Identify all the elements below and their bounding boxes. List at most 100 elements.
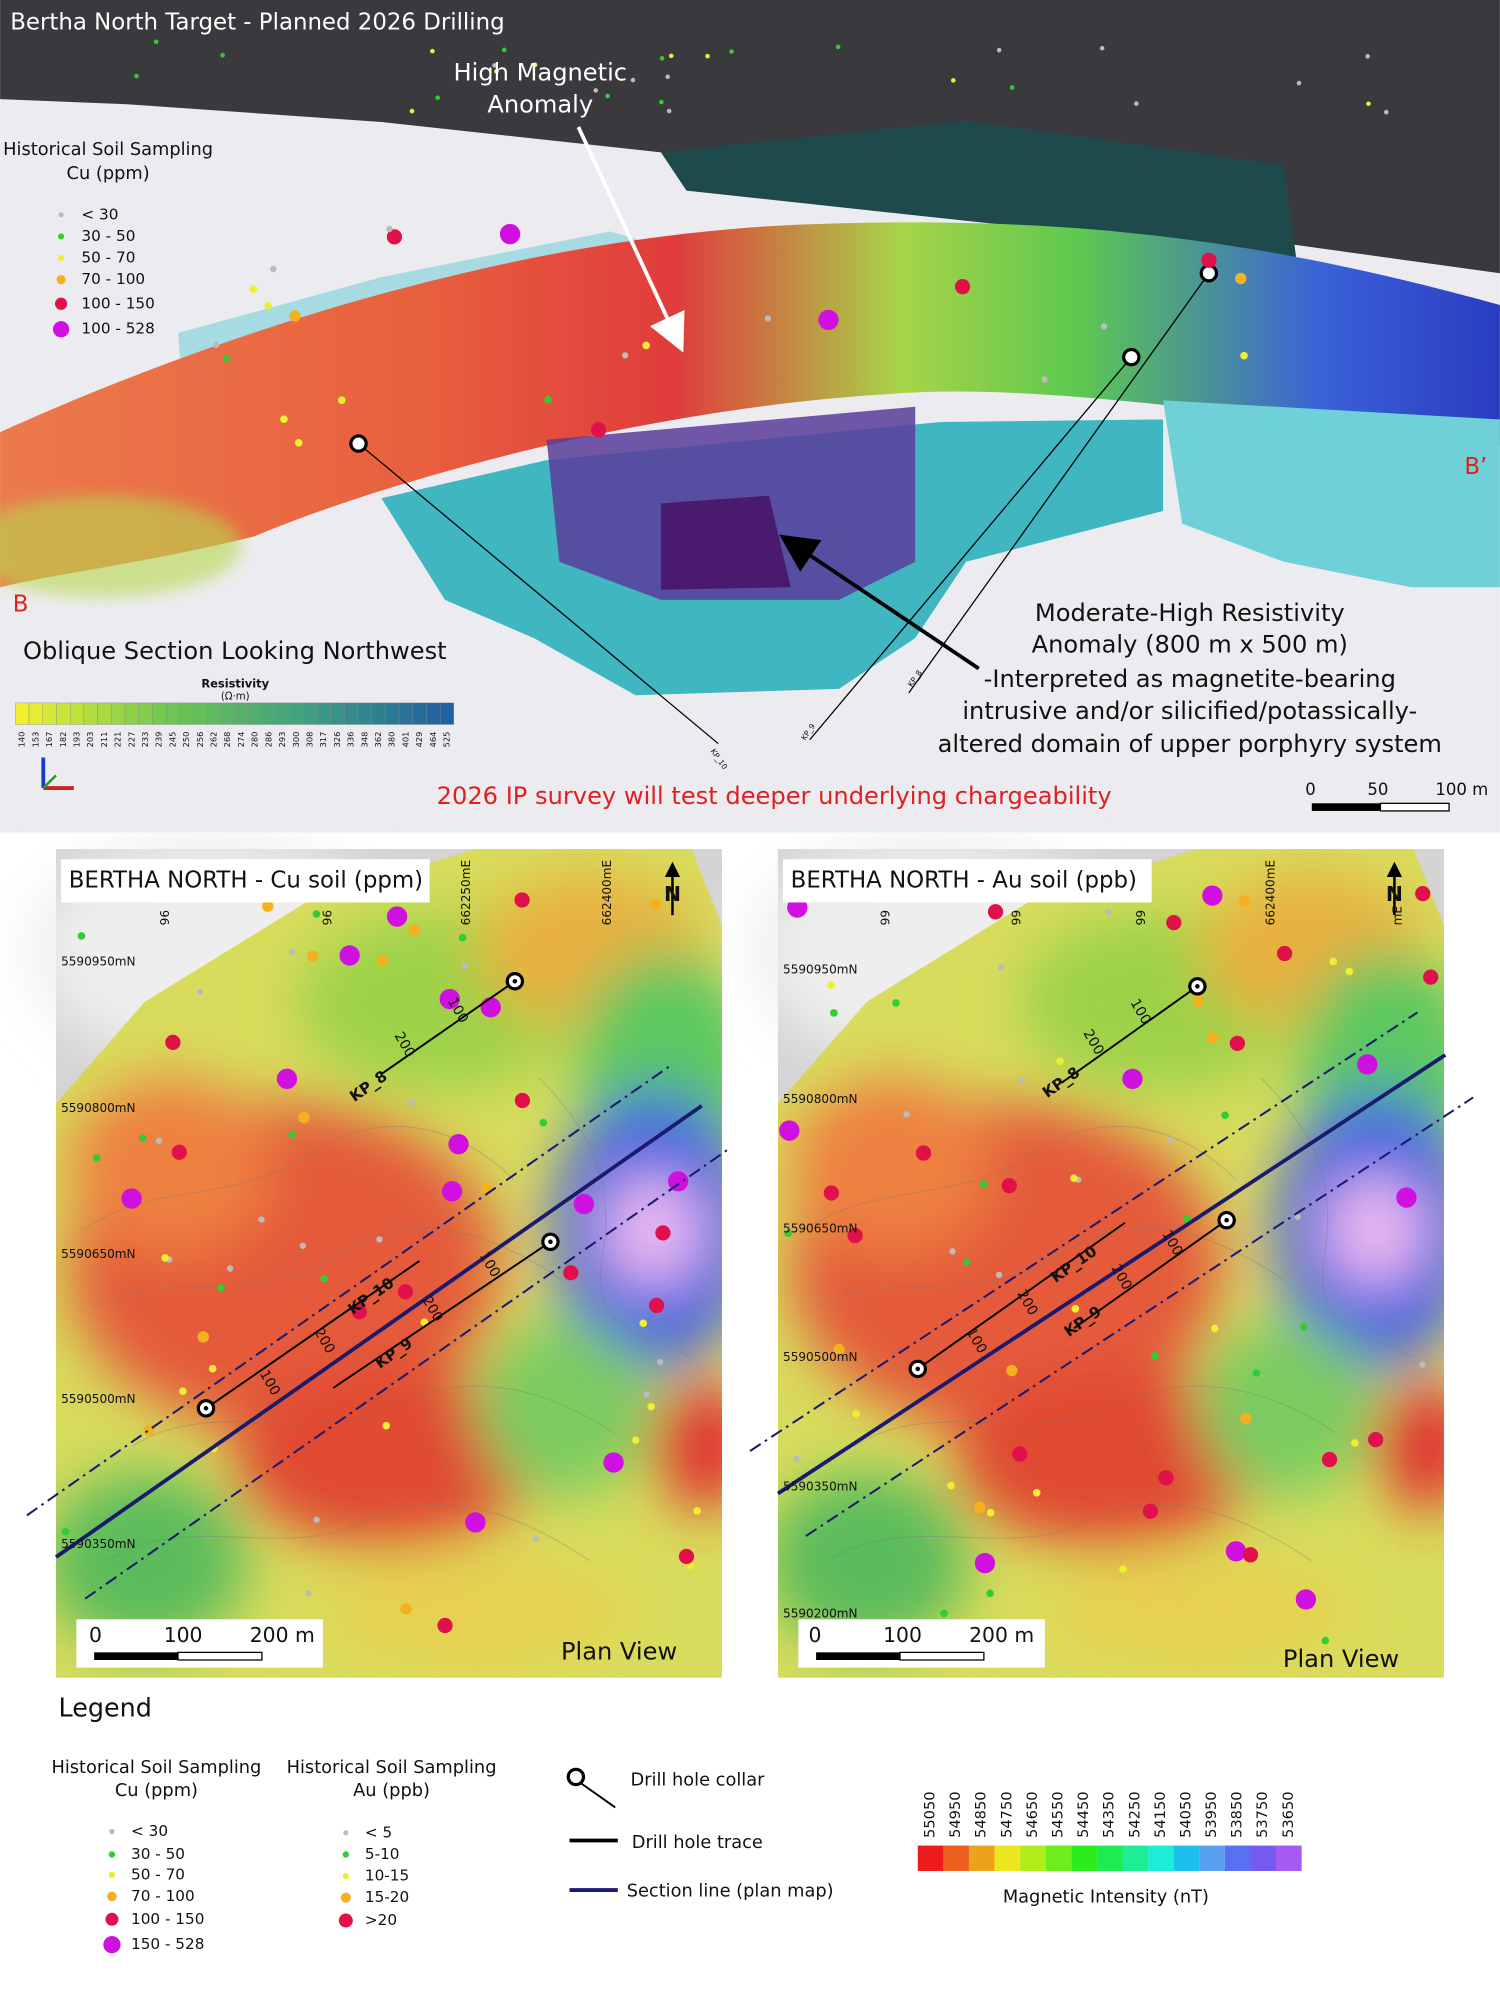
note: 2026 IP survey will test deeper underlyi…: [437, 782, 1112, 810]
sample-dot: [1134, 101, 1139, 106]
sample-dot: [501, 47, 507, 53]
scale-label: 0: [1305, 780, 1316, 799]
scale-bar: [816, 1652, 900, 1660]
sample-dot: [603, 1452, 624, 1473]
legend-symbol: [58, 254, 65, 262]
sample-dot: [437, 1617, 453, 1634]
sample-dot: [665, 74, 670, 80]
color-cell: [124, 702, 139, 725]
legend-collar: [566, 1767, 586, 1787]
sample-dot: [222, 354, 231, 363]
sample-dot: [1365, 54, 1370, 59]
scale-tick-label: 54150: [1152, 1791, 1169, 1837]
sample-dot: [1351, 1439, 1359, 1447]
title-box: [61, 859, 430, 903]
sample-dot: [320, 1274, 329, 1283]
sample-dot: [408, 924, 420, 936]
drill-collar-center: [203, 1406, 209, 1411]
sample-dot: [563, 1265, 579, 1281]
legend-symbol: [338, 1913, 353, 1928]
sample-dot: [382, 1421, 391, 1430]
northing-label: 5590950mN: [783, 962, 858, 976]
view-label: Plan View: [1283, 1645, 1399, 1673]
sample-dot: [1295, 1589, 1317, 1610]
north-label: N: [1386, 882, 1403, 906]
scale-tick-label: 54350: [1101, 1791, 1118, 1837]
sample-dot: [590, 422, 607, 438]
color-cell: [426, 702, 441, 725]
sample-dot: [161, 1254, 169, 1262]
sample-dot: [986, 1589, 994, 1598]
scale-tick-label: 53950: [1203, 1791, 1220, 1837]
sample-dot: [1032, 1488, 1041, 1497]
sample-dot: [171, 1144, 187, 1160]
drill-trace: [358, 443, 719, 745]
sample-dot: [212, 341, 220, 349]
sample-dot: [668, 53, 674, 59]
legend-symbol: [103, 1936, 121, 1954]
color-cell: [1148, 1845, 1174, 1871]
sample-dot: [305, 1590, 312, 1597]
legend-symbol: [108, 1851, 116, 1858]
sample-dot: [1415, 886, 1431, 902]
sample-dot: [915, 1145, 932, 1161]
sample-dot: [312, 910, 321, 918]
sample-dot: [409, 108, 415, 114]
scale-tick-label: 317: [318, 732, 328, 748]
color-cell: [385, 702, 400, 725]
sample-dot: [1300, 1322, 1308, 1331]
scale-label: 50: [1367, 780, 1388, 799]
sample-dot: [439, 988, 460, 1010]
sample-dot: [458, 933, 467, 942]
sample-dot: [1210, 1324, 1219, 1333]
scale-tick-label: 245: [167, 732, 177, 748]
sample-dot: [631, 1436, 640, 1445]
oblique-section: [0, 0, 1500, 833]
color-cell: [42, 702, 57, 725]
scale-unit: (Ω·m): [221, 692, 250, 703]
scale-tick-label: 54050: [1177, 1791, 1194, 1837]
color-cell: [968, 1845, 995, 1871]
sample-dot: [430, 48, 435, 54]
callout-text: Anomaly (800 m x 500 m): [1032, 631, 1348, 659]
scale-label: 100: [164, 1623, 203, 1647]
northing-label: 5590500mN: [783, 1350, 858, 1364]
sample-dot: [514, 1092, 531, 1109]
sample-dot: [1158, 1470, 1174, 1486]
legend-title: Au (ppb): [353, 1780, 430, 1801]
sample-dot: [678, 1548, 695, 1565]
legend-item: 150 - 528: [131, 1935, 204, 1953]
sample-dot: [1201, 252, 1217, 268]
callout-text: altered domain of upper porphyry system: [938, 730, 1442, 758]
section-limit: [84, 1146, 732, 1600]
sample-dot: [1041, 376, 1048, 383]
sample-dot: [306, 950, 319, 962]
color-cell: [1071, 1845, 1097, 1871]
sample-dot: [1166, 915, 1182, 931]
scale-bar: [177, 1651, 263, 1661]
sample-dot: [262, 900, 274, 912]
drill-trace: [917, 1221, 1126, 1370]
sample-dot: [1150, 1351, 1159, 1360]
northing-label: 5590650mN: [61, 1247, 136, 1261]
legend-item: < 5: [365, 1823, 392, 1841]
scale-tick-label: 182: [58, 732, 68, 748]
sample-dot: [950, 78, 956, 83]
sample-dot: [1192, 995, 1204, 1008]
scale-tick-label: 54950: [947, 1791, 964, 1837]
sample-dot: [1368, 1431, 1384, 1448]
color-cell: [261, 702, 276, 725]
scale-tick-label: 268: [222, 732, 232, 748]
sample-dot: [630, 77, 636, 83]
drill-trace: [1060, 985, 1198, 1084]
sample-dot: [532, 62, 538, 68]
sample-dot: [61, 1527, 70, 1536]
scale-tick-label: 54450: [1075, 1791, 1092, 1837]
color-cell: [83, 702, 98, 725]
legend-symbol: [343, 1830, 349, 1836]
legend-item: < 30: [81, 205, 118, 223]
sample-dot: [494, 69, 499, 74]
color-cell: [234, 702, 249, 725]
sample-dot: [639, 1319, 648, 1328]
